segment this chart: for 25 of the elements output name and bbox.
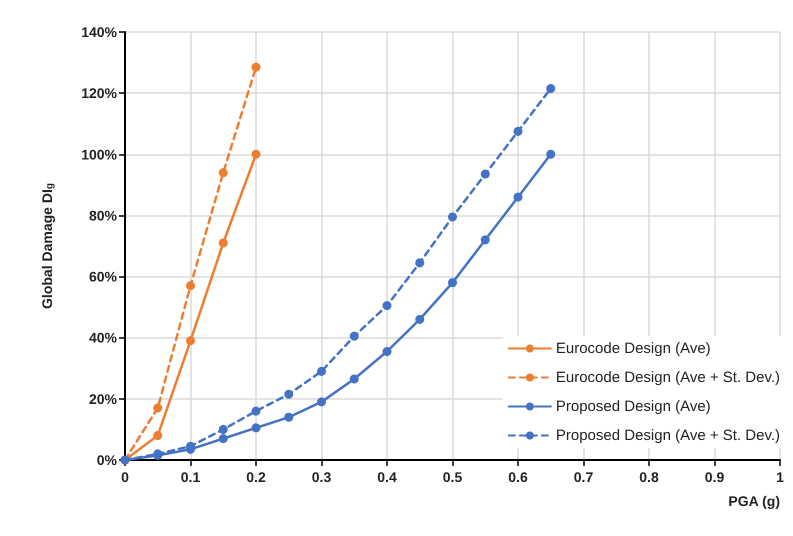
x-tick-label: 0.4 xyxy=(377,469,397,485)
x-tick-label: 0.5 xyxy=(442,469,462,485)
y-tick-label: 0% xyxy=(96,452,118,468)
legend-label: Proposed Design (Ave) xyxy=(556,398,711,415)
x-tick-label: 0.2 xyxy=(246,469,266,485)
y-tick-label: 100% xyxy=(81,146,118,162)
x-tick-label: 0.6 xyxy=(508,469,528,485)
y-tick-label: 120% xyxy=(81,85,118,102)
y-tick-label: 20% xyxy=(88,390,118,407)
y-tick-label: 80% xyxy=(88,207,118,224)
x-tick-label: 0.3 xyxy=(312,469,332,485)
y-axis-title: Global Damage DIg xyxy=(39,183,56,309)
legend-label: Proposed Design (Ave + St. Dev.) xyxy=(556,427,780,444)
y-tick-label: 40% xyxy=(88,330,118,346)
x-tick-label: 0.8 xyxy=(639,469,659,485)
x-tick-label: 1 xyxy=(776,469,784,485)
x-axis-title: PGA (g) xyxy=(728,493,780,509)
x-tick-label: 0.9 xyxy=(704,469,724,485)
legend-label: Eurocode Design (Ave + St. Dev.) xyxy=(556,369,780,386)
y-tick-label: 60% xyxy=(88,268,118,285)
x-tick-label: 0.1 xyxy=(180,469,200,485)
x-tick-label: 0.7 xyxy=(574,469,594,485)
legend-label: Eurocode Design (Ave) xyxy=(556,340,711,357)
y-tick-label: 140% xyxy=(81,24,118,40)
x-tick-label: 0 xyxy=(121,469,130,485)
